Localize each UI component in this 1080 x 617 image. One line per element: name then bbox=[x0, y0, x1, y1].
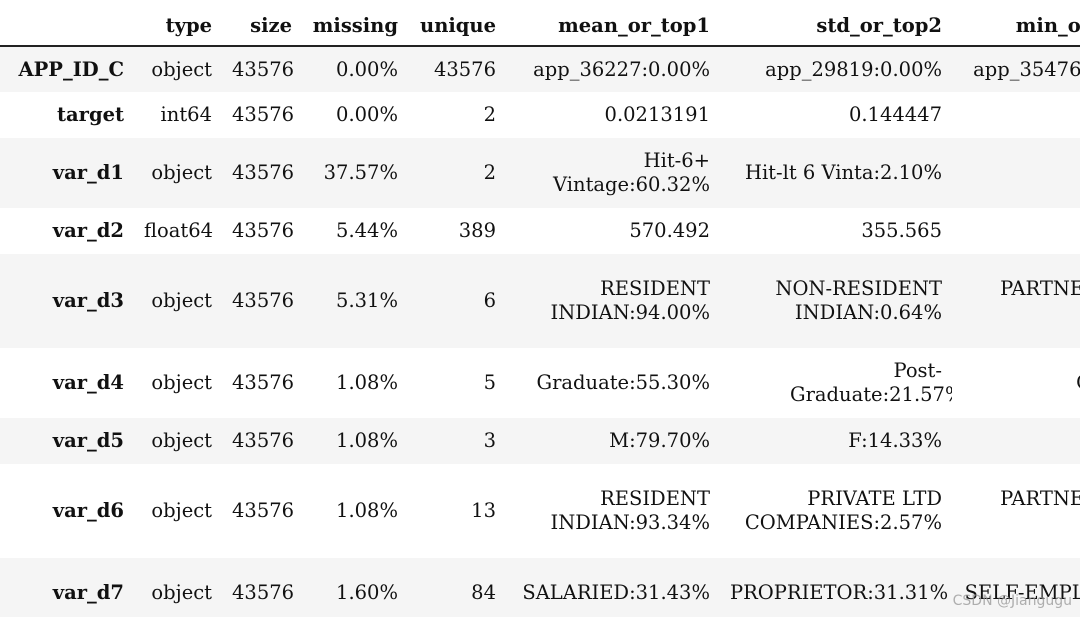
cell-missing: 5.31% bbox=[336, 289, 398, 312]
cell-mean-or-top1: M:79.70% bbox=[609, 429, 710, 452]
column-header-index bbox=[0, 0, 134, 47]
row-label: target bbox=[57, 103, 124, 126]
cell-mean-or-top1: Graduate:55.30% bbox=[536, 371, 711, 394]
cell-mean-or-top1: app_36227:0.00% bbox=[533, 57, 710, 81]
cell-std-or-top2: app_29819:0.00% bbox=[765, 57, 942, 81]
row-label: var_d5 bbox=[52, 429, 124, 452]
cell-min-or-top3 bbox=[952, 92, 1080, 138]
row-label: APP_ID_C bbox=[18, 57, 124, 81]
column-header-missing: missing bbox=[302, 0, 408, 47]
cell-missing: 1.08% bbox=[336, 499, 398, 522]
cell-mean-or-top1: 0.0213191 bbox=[604, 103, 710, 126]
cell-std-or-top2: Post-Graduate:21.57% bbox=[790, 359, 952, 406]
cell-unique: 84 bbox=[471, 581, 496, 604]
cell-mean-or-top1: RESIDENT INDIAN:93.34% bbox=[550, 487, 710, 534]
cell-size: 43576 bbox=[232, 371, 295, 394]
cell-min-or-top3: Others: bbox=[952, 348, 1080, 418]
column-header-type: type bbox=[134, 0, 222, 47]
cell-size: 43576 bbox=[232, 103, 295, 126]
table-row: APP_ID_C object 43576 0.00% 43576 app_36… bbox=[0, 46, 1080, 92]
cell-mean-or-top1: SALARIED:31.43% bbox=[522, 581, 710, 604]
cell-std-or-top2: 0.144447 bbox=[848, 103, 942, 126]
cell-type: float64 bbox=[144, 219, 214, 242]
cell-size: 43576 bbox=[232, 161, 295, 184]
cell-min-or-top3: PARTNERSHIP FIRM: bbox=[1000, 277, 1080, 300]
cell-unique: 5 bbox=[483, 371, 496, 394]
table-row: var_d4 object 43576 1.08% 5 Graduate:55.… bbox=[0, 348, 1080, 418]
cell-missing: 1.08% bbox=[336, 371, 398, 394]
cell-mean-or-top1: RESIDENT INDIAN:94.00% bbox=[550, 277, 710, 324]
cell-missing: 5.44% bbox=[336, 219, 398, 242]
cell-unique: 3 bbox=[483, 429, 496, 452]
cell-min-or-top3 bbox=[952, 138, 1080, 208]
cell-size: 43576 bbox=[232, 219, 295, 242]
cell-std-or-top2: 355.565 bbox=[861, 219, 942, 242]
cell-size: 43576 bbox=[232, 289, 295, 312]
cell-std-or-top2: NON-RESIDENT INDIAN:0.64% bbox=[775, 277, 942, 324]
table-row: var_d7 object 43576 1.60% 84 SALARIED:31… bbox=[0, 558, 1080, 617]
cell-min-or-top3: PARTNERSHIP FIRM: bbox=[1000, 487, 1080, 510]
column-header-min-or-top3: min_or_top3 bbox=[952, 0, 1080, 47]
cell-missing: 37.57% bbox=[323, 161, 398, 184]
cell-type: object bbox=[151, 57, 212, 81]
row-label: var_d1 bbox=[52, 161, 124, 184]
table-row: var_d1 object 43576 37.57% 2 Hit-6+ Vint… bbox=[0, 138, 1080, 208]
cell-missing: 1.08% bbox=[336, 429, 398, 452]
row-label: var_d4 bbox=[52, 371, 124, 394]
row-label: var_d2 bbox=[52, 219, 124, 242]
cell-std-or-top2: Hit-lt 6 Vinta:2.10% bbox=[744, 161, 942, 184]
cell-unique: 2 bbox=[483, 161, 496, 184]
cell-std-or-top2: PRIVATE LTD COMPANIES:2.57% bbox=[744, 487, 942, 534]
watermark: CSDN @Jiangugu bbox=[952, 593, 1072, 609]
cell-type: object bbox=[151, 581, 212, 604]
cell-unique: 389 bbox=[458, 219, 496, 242]
cell-type: object bbox=[151, 499, 212, 522]
cell-min-or-top3 bbox=[952, 208, 1080, 254]
cell-missing: 1.60% bbox=[336, 581, 398, 604]
cell-mean-or-top1: 570.492 bbox=[629, 219, 710, 242]
column-header-unique: unique bbox=[408, 0, 506, 47]
table-row: var_d3 object 43576 5.31% 6 RESIDENT IND… bbox=[0, 254, 1080, 348]
row-label: var_d7 bbox=[52, 581, 124, 604]
column-header-size: size bbox=[222, 0, 302, 47]
table-row: var_d5 object 43576 1.08% 3 M:79.70% F:1… bbox=[0, 418, 1080, 464]
row-label: var_d6 bbox=[52, 499, 124, 522]
cell-unique: 43576 bbox=[433, 57, 496, 81]
table-row: var_d6 object 43576 1.08% 13 RESIDENT IN… bbox=[0, 464, 1080, 558]
header-row: type size missing unique mean_or_top1 st… bbox=[0, 0, 1080, 47]
table-row: target int64 43576 0.00% 2 0.0213191 0.1… bbox=[0, 92, 1080, 138]
cell-unique: 13 bbox=[471, 499, 496, 522]
cell-missing: 0.00% bbox=[336, 103, 398, 126]
cell-min-or-top3: O: bbox=[952, 418, 1080, 464]
cell-type: object bbox=[151, 161, 212, 184]
column-header-mean-or-top1: mean_or_top1 bbox=[506, 0, 720, 47]
cell-mean-or-top1: Hit-6+ Vintage:60.32% bbox=[553, 149, 710, 196]
cell-min-or-top3: app_35476:0.00% bbox=[973, 57, 1080, 81]
cell-unique: 6 bbox=[483, 289, 496, 312]
cell-size: 43576 bbox=[232, 581, 295, 604]
cell-type: object bbox=[151, 371, 212, 394]
cell-min-or-top3: SELF-EMPLOYED: bbox=[964, 581, 1080, 604]
cell-size: 43576 bbox=[232, 57, 295, 81]
cell-std-or-top2: F:14.33% bbox=[848, 429, 942, 452]
cell-type: object bbox=[151, 289, 212, 312]
cell-std-or-top2: PROPRIETOR:31.31% bbox=[730, 581, 949, 604]
column-header-std-or-top2: std_or_top2 bbox=[720, 0, 952, 47]
cell-missing: 0.00% bbox=[336, 57, 398, 81]
cell-type: int64 bbox=[160, 103, 212, 126]
cell-type: object bbox=[151, 429, 212, 452]
cell-size: 43576 bbox=[232, 499, 295, 522]
cell-unique: 2 bbox=[483, 103, 496, 126]
cell-size: 43576 bbox=[232, 429, 295, 452]
table-row: var_d2 float64 43576 5.44% 389 570.492 3… bbox=[0, 208, 1080, 254]
row-label: var_d3 bbox=[52, 289, 124, 312]
